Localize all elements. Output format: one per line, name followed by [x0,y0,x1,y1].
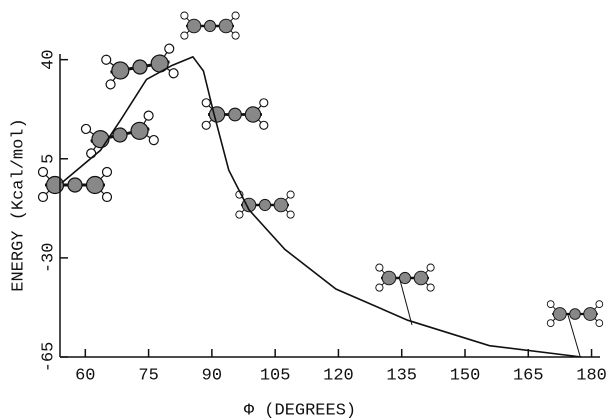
x-axis-label: Φ (DEGREES) [244,401,356,420]
y-tick-label: -65 [39,342,58,373]
energy-curve [61,55,582,358]
x-tick-label: 105 [260,366,291,385]
y-tick-label: 5 [39,154,58,164]
molecule-drawings [37,10,605,357]
x-tick-label: 90 [202,366,222,385]
x-tick-label: 135 [386,366,417,385]
y-tick-label: 40 [39,49,58,69]
y-axis-label: ENERGY (Kcal/mol) [9,118,28,291]
y-tick-label: -30 [39,243,58,274]
x-tick-label: 180 [576,366,607,385]
x-tick-label: 120 [323,366,354,385]
x-tick-label: 75 [138,366,158,385]
x-tick-label: 150 [450,366,481,385]
x-tick-label: 165 [513,366,544,385]
x-tick-label: 60 [75,366,95,385]
